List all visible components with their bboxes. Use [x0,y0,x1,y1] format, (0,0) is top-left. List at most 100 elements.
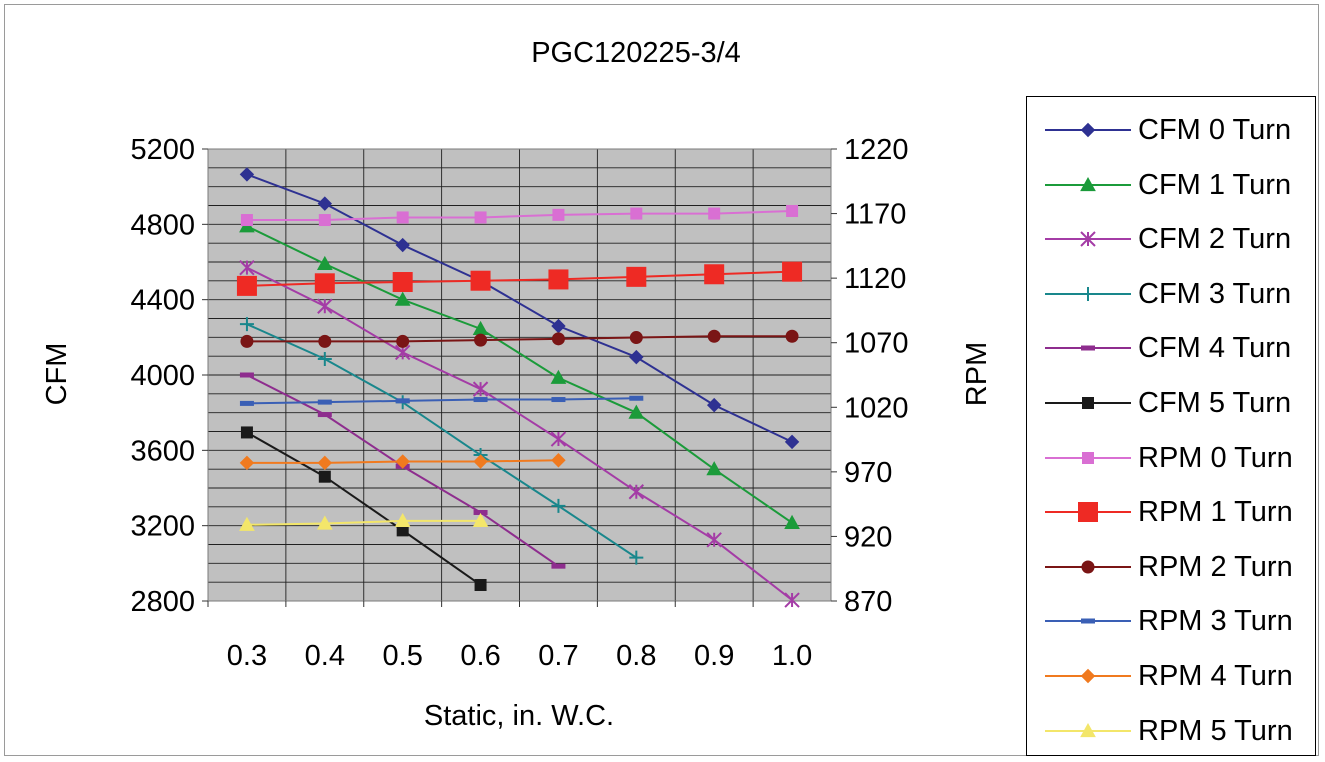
legend-label: CFM 1 Turn [1138,168,1292,201]
data-point [239,400,254,406]
data-point [395,398,410,404]
series-cfm-0-turn [239,167,800,450]
data-point [236,275,257,296]
data-point [470,270,491,291]
series-line [246,397,637,405]
legend-swatch [1045,560,1131,574]
data-point [1081,286,1095,301]
data-point [473,397,488,403]
legend-item: CFM 1 Turn [1027,158,1315,213]
y-tick-label: 2800 [130,586,195,618]
series-line [246,323,637,559]
data-point [473,454,488,469]
legend-swatch [1045,722,1131,737]
data-point [472,512,489,528]
data-point [317,196,333,211]
y2-tick-label: 970 [844,457,892,489]
series-cfm-1-turn [239,218,800,529]
x-tick-label: 0.7 [538,640,578,672]
legend-swatch [1045,618,1131,624]
data-point [472,381,489,397]
data-point [239,372,254,378]
data-point [551,563,566,569]
data-point [395,454,410,469]
data-point [240,426,253,439]
y-tick-label: 5200 [130,134,195,166]
x-axis-label: Static, in. W.C. [424,700,614,732]
data-point [1082,397,1094,409]
data-point [550,431,567,447]
data-point [317,298,333,314]
series-line [246,431,482,586]
data-point [316,255,333,270]
data-point [1078,502,1098,523]
data-point [396,334,410,348]
y2-tick-label: 1070 [844,328,909,360]
legend-item: RPM 5 Turn [1027,704,1315,759]
legend-swatch [1045,397,1131,409]
series-line [246,209,793,222]
data-point [1081,345,1095,351]
series-rpm-0-turn [240,204,799,227]
x-tick-label: 0.3 [227,640,267,672]
data-point [317,455,333,471]
data-point [628,484,645,500]
data-point [1081,618,1095,624]
data-point [314,273,335,294]
series-cfm-5-turn [240,426,487,591]
data-point [784,434,800,450]
data-point [706,397,722,413]
data-point [628,404,645,419]
y2-tick-label: 1220 [844,134,909,166]
data-point [1080,668,1096,684]
series-line [246,335,793,343]
data-point [706,532,722,548]
x-tick-label: 0.4 [305,640,345,672]
legend-label: RPM 4 Turn [1138,660,1293,692]
data-point [239,455,255,471]
legend-label: RPM 2 Turn [1138,550,1293,583]
data-point [629,395,644,401]
data-point [239,516,255,531]
data-point [548,269,569,290]
data-point [629,550,644,565]
legend-item: RPM 2 Turn [1027,540,1315,595]
legend-label: CFM 4 Turn [1138,332,1292,365]
legend-swatch [1045,345,1131,351]
data-point [1080,722,1096,737]
legend-item: CFM 5 Turn [1027,376,1315,431]
x-tick-label: 1.0 [772,640,812,672]
y2-tick-label: 1020 [844,392,909,424]
legend-item: RPM 3 Turn [1027,594,1315,649]
y-tick-label: 4800 [130,209,195,241]
legend-swatch [1045,451,1131,464]
legend-label: RPM 1 Turn [1138,496,1293,529]
data-point [551,453,566,468]
data-point [474,211,487,224]
data-point [1080,231,1096,247]
y2-tick-label: 1120 [844,263,906,295]
data-point [782,261,803,282]
data-point [629,349,644,365]
data-point [784,592,800,608]
data-point [317,412,332,418]
series-line [246,270,793,287]
data-point [550,369,567,384]
data-point [551,498,566,513]
legend-item: CFM 2 Turn [1027,212,1315,267]
data-point [626,266,647,287]
data-point [394,291,411,306]
legend-swatch [1045,231,1131,247]
data-point [704,264,725,285]
data-point [240,214,253,227]
series-rpm-5-turn [239,512,489,531]
data-point [239,317,254,332]
legend-swatch [1045,122,1131,138]
legend-item: RPM 0 Turn [1027,431,1315,486]
y2-tick-label: 870 [844,586,892,618]
legend-item: CFM 0 Turn [1027,103,1315,158]
legend-item: RPM 1 Turn [1027,485,1315,540]
data-point [551,332,565,346]
y-tick-label: 3200 [130,511,195,543]
